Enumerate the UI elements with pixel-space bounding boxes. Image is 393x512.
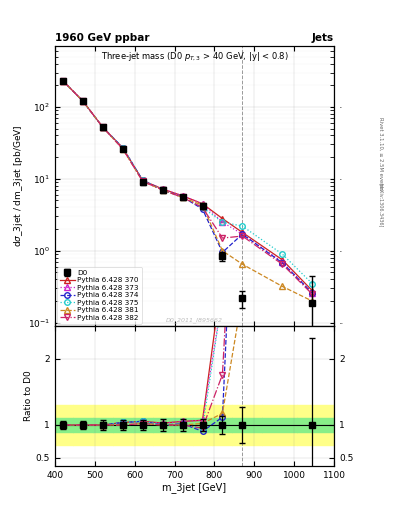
- Pythia 6.428 375: [220, 219, 225, 225]
- Pythia 6.428 382: [220, 235, 225, 241]
- Pythia 6.428 370: [200, 201, 205, 207]
- Pythia 6.428 381: [160, 187, 165, 193]
- Line: Pythia 6.428 375: Pythia 6.428 375: [60, 78, 315, 286]
- Legend: D0, Pythia 6.428 370, Pythia 6.428 373, Pythia 6.428 374, Pythia 6.428 375, Pyth: D0, Pythia 6.428 370, Pythia 6.428 373, …: [57, 267, 142, 324]
- Text: D0_2011_I895662: D0_2011_I895662: [166, 317, 223, 323]
- Pythia 6.428 374: [310, 290, 314, 296]
- Pythia 6.428 373: [220, 219, 225, 225]
- Pythia 6.428 375: [180, 195, 185, 201]
- Pythia 6.428 375: [240, 223, 245, 229]
- Pythia 6.428 375: [81, 98, 85, 104]
- Pythia 6.428 381: [180, 195, 185, 201]
- X-axis label: m_3jet [GeV]: m_3jet [GeV]: [162, 482, 227, 494]
- Pythia 6.428 381: [120, 146, 125, 152]
- Pythia 6.428 370: [101, 124, 105, 131]
- Pythia 6.428 373: [61, 78, 65, 84]
- Pythia 6.428 381: [310, 298, 314, 304]
- Pythia 6.428 382: [280, 261, 285, 267]
- Pythia 6.428 370: [180, 193, 185, 199]
- Pythia 6.428 370: [220, 216, 225, 222]
- Pythia 6.428 382: [160, 187, 165, 193]
- Pythia 6.428 370: [310, 287, 314, 293]
- Line: Pythia 6.428 381: Pythia 6.428 381: [60, 78, 315, 304]
- Line: Pythia 6.428 373: Pythia 6.428 373: [60, 78, 315, 295]
- Pythia 6.428 374: [160, 187, 165, 193]
- Pythia 6.428 375: [280, 251, 285, 257]
- Text: [arXiv:1306.3436]: [arXiv:1306.3436]: [379, 183, 384, 227]
- Pythia 6.428 381: [280, 283, 285, 289]
- Pythia 6.428 370: [61, 78, 65, 84]
- Pythia 6.428 382: [81, 98, 85, 104]
- Pythia 6.428 373: [160, 186, 165, 192]
- Pythia 6.428 370: [81, 98, 85, 104]
- Pythia 6.428 382: [180, 195, 185, 201]
- Pythia 6.428 381: [61, 78, 65, 84]
- Pythia 6.428 374: [220, 249, 225, 255]
- Pythia 6.428 382: [120, 146, 125, 152]
- Text: Three-jet mass (D0 $p_{T,3}$ > 40 GeV, |y| < 0.8): Three-jet mass (D0 $p_{T,3}$ > 40 GeV, |…: [101, 50, 288, 63]
- Pythia 6.428 373: [310, 290, 314, 296]
- Y-axis label: d$\sigma$_3jet / dm_3jet [pb/GeV]: d$\sigma$_3jet / dm_3jet [pb/GeV]: [12, 125, 25, 247]
- Pythia 6.428 373: [101, 124, 105, 131]
- Text: Jets: Jets: [312, 33, 334, 44]
- Pythia 6.428 370: [120, 145, 125, 151]
- Pythia 6.428 375: [200, 204, 205, 210]
- Pythia 6.428 375: [120, 145, 125, 151]
- Pythia 6.428 382: [240, 233, 245, 239]
- Text: Rivet 3.1.10, ≥ 2.5M events: Rivet 3.1.10, ≥ 2.5M events: [379, 117, 384, 190]
- Pythia 6.428 381: [200, 202, 205, 208]
- Pythia 6.428 374: [240, 231, 245, 237]
- Line: Pythia 6.428 374: Pythia 6.428 374: [60, 78, 315, 295]
- Pythia 6.428 373: [200, 201, 205, 207]
- Pythia 6.428 374: [120, 145, 125, 151]
- Pythia 6.428 382: [200, 204, 205, 210]
- Pythia 6.428 375: [160, 187, 165, 193]
- Pythia 6.428 373: [81, 98, 85, 104]
- Pythia 6.428 381: [220, 248, 225, 254]
- Pythia 6.428 381: [101, 124, 105, 131]
- Pythia 6.428 374: [140, 177, 145, 183]
- Pythia 6.428 382: [310, 291, 314, 297]
- Pythia 6.428 373: [280, 259, 285, 265]
- Pythia 6.428 370: [160, 186, 165, 192]
- Pythia 6.428 382: [101, 124, 105, 131]
- Pythia 6.428 374: [180, 194, 185, 200]
- Pythia 6.428 370: [240, 229, 245, 236]
- Pythia 6.428 373: [120, 145, 125, 151]
- Pythia 6.428 375: [140, 177, 145, 183]
- Line: Pythia 6.428 382: Pythia 6.428 382: [60, 78, 315, 297]
- Pythia 6.428 373: [140, 177, 145, 183]
- Pythia 6.428 373: [240, 231, 245, 237]
- Pythia 6.428 375: [61, 78, 65, 84]
- Pythia 6.428 375: [101, 124, 105, 131]
- Pythia 6.428 370: [280, 257, 285, 263]
- Pythia 6.428 374: [200, 206, 205, 212]
- Pythia 6.428 382: [61, 78, 65, 84]
- Text: 1960 GeV ppbar: 1960 GeV ppbar: [55, 33, 149, 44]
- Pythia 6.428 373: [180, 193, 185, 199]
- Pythia 6.428 374: [61, 78, 65, 84]
- Pythia 6.428 374: [81, 98, 85, 104]
- Pythia 6.428 374: [280, 260, 285, 266]
- Pythia 6.428 375: [310, 281, 314, 287]
- Pythia 6.428 381: [240, 261, 245, 267]
- Pythia 6.428 370: [140, 177, 145, 183]
- Y-axis label: Ratio to D0: Ratio to D0: [24, 371, 33, 421]
- Pythia 6.428 381: [81, 98, 85, 104]
- Pythia 6.428 374: [101, 124, 105, 131]
- Pythia 6.428 382: [140, 178, 145, 184]
- Line: Pythia 6.428 370: Pythia 6.428 370: [60, 78, 315, 293]
- Pythia 6.428 381: [140, 178, 145, 184]
